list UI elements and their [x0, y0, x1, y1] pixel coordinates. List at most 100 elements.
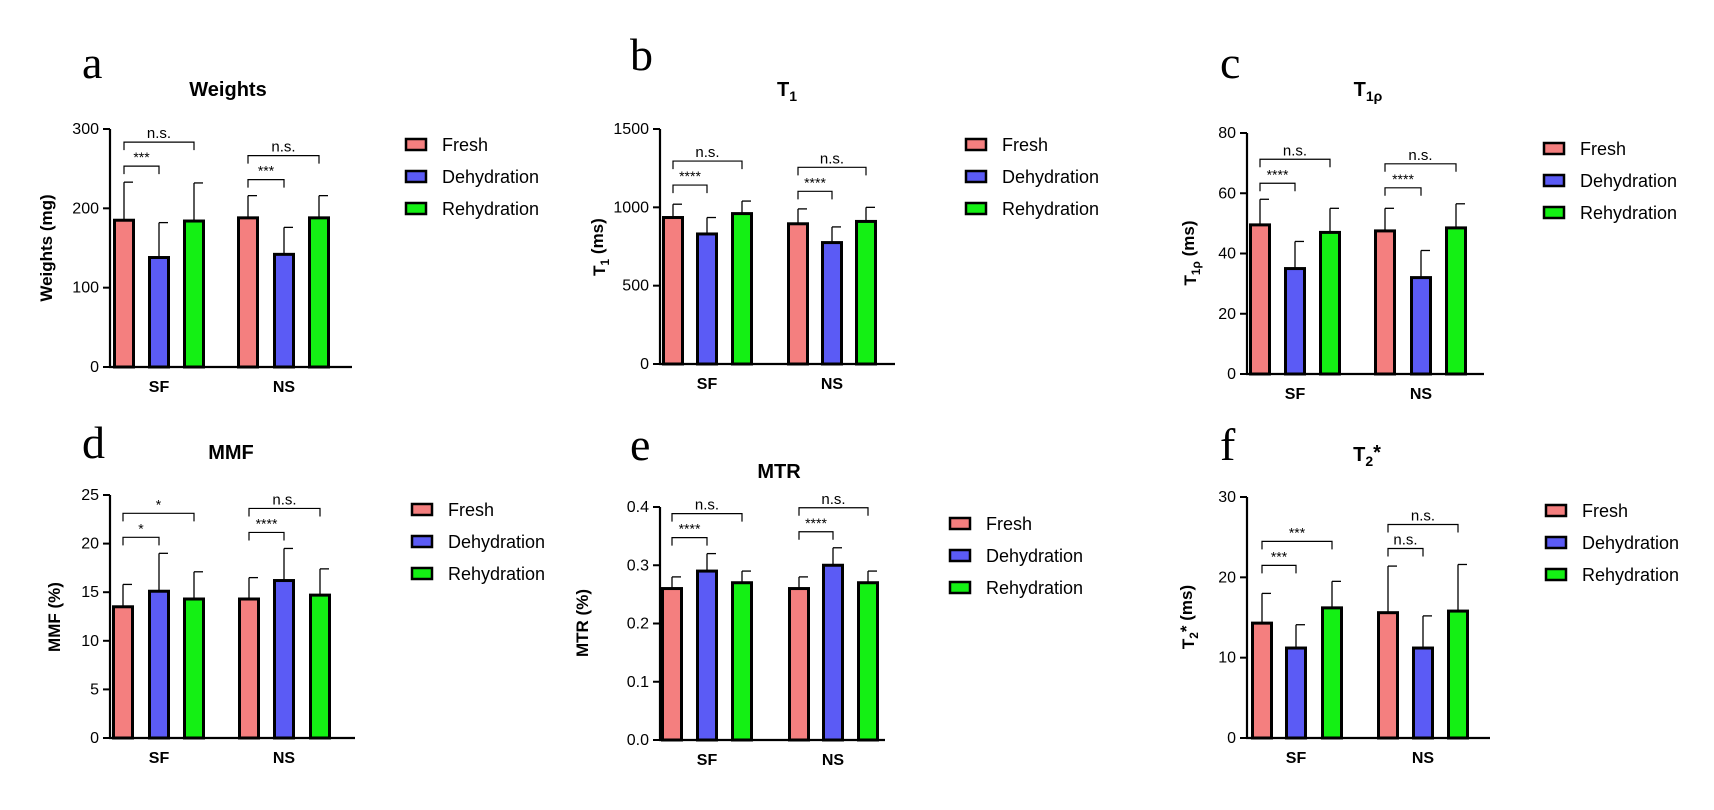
significance-label: n.s.: [695, 497, 719, 514]
significance-bracket: [671, 513, 743, 522]
significance-label: n.s.: [1283, 142, 1307, 159]
legend-label: Fresh: [986, 514, 1032, 534]
chart-title: MMF: [208, 442, 254, 464]
chart-title-part: T: [777, 79, 789, 101]
significance-bracket: [1384, 187, 1422, 196]
panel-a: a Weights Weights (mg) 0 100 200 300 SF *** n.s. N…: [37, 37, 539, 396]
significance-label: *: [156, 496, 162, 512]
significance-bracket: [798, 531, 834, 540]
bar-b-ns-dehydration: [821, 241, 843, 366]
chart-title-part: 1: [789, 88, 797, 104]
significance-label: n.s.: [821, 491, 845, 508]
legend: Fresh Dehydration Rehydration: [1544, 501, 1679, 585]
legend-swatch-dehydration: [404, 169, 428, 184]
legend: Fresh Dehydration Rehydration: [404, 135, 539, 219]
legend-swatch-rehydration: [404, 201, 428, 216]
chart-title: MTR: [757, 461, 801, 483]
y-tick-label: 15: [81, 584, 99, 601]
legend: Fresh Dehydration Rehydration: [964, 135, 1099, 219]
significance-label: ***: [133, 149, 150, 165]
y-axis-label-part: * (ms): [1177, 585, 1196, 632]
significance-label: ***: [258, 163, 275, 179]
significance-bracket: [123, 141, 195, 151]
y-tick-label: 40: [1218, 246, 1236, 263]
legend-label: Fresh: [1580, 139, 1626, 159]
x-category-label: NS: [1410, 386, 1433, 403]
y-tick-label: 0.1: [627, 674, 649, 691]
significance-label: ****: [1267, 166, 1289, 182]
significance-label: ***: [1271, 548, 1288, 564]
chart-title-part: 2: [1365, 453, 1373, 469]
significance-bracket: [1384, 163, 1457, 172]
y-tick-label: 25: [81, 487, 99, 504]
significance-bracket: [248, 531, 285, 541]
y-axis-label-part: T: [1181, 275, 1200, 286]
bar-d-sf-dehydration: [148, 589, 170, 740]
bar-e-ns-dehydration: [822, 563, 844, 742]
x-category-label: NS: [821, 376, 844, 393]
legend-label: Rehydration: [986, 578, 1083, 598]
legend-swatch-fresh: [948, 516, 972, 531]
bar-b-sf-dehydration: [696, 232, 718, 366]
legend-label: Rehydration: [1002, 199, 1099, 219]
bar-e-sf-rehydration: [731, 581, 753, 742]
x-category-label: NS: [822, 752, 845, 769]
y-tick-label: 20: [81, 536, 99, 553]
bar-c-sf-fresh: [1249, 223, 1271, 376]
significance-bracket: [247, 179, 285, 188]
significance-bracket: [672, 184, 708, 194]
y-axis-label: MMF (%): [45, 582, 64, 652]
legend: Fresh Dehydration Rehydration: [410, 500, 545, 584]
legend-swatch-dehydration: [1542, 173, 1566, 188]
legend-swatch-rehydration: [1542, 205, 1566, 220]
legend-swatch-dehydration: [1544, 535, 1568, 550]
significance-bracket: [123, 165, 160, 175]
y-tick-label: 10: [81, 633, 99, 650]
y-tick-label: 20: [1218, 569, 1236, 586]
x-category-label: SF: [697, 376, 718, 393]
y-tick-label: 0: [640, 356, 649, 373]
legend-label: Rehydration: [1582, 565, 1679, 585]
significance-label: ****: [679, 168, 701, 184]
y-tick-label: 100: [72, 280, 99, 297]
y-tick-label: 0.4: [627, 499, 649, 516]
y-axis-label: MTR (%): [573, 589, 592, 657]
y-axis-label: T2* (ms): [1177, 585, 1201, 649]
y-tick-label: 300: [72, 121, 99, 138]
significance-label: ****: [805, 515, 827, 531]
bar-c-sf-rehydration: [1319, 230, 1341, 376]
legend-swatch-dehydration: [948, 548, 972, 563]
legend-swatch-dehydration: [964, 169, 988, 184]
bar-c-sf-dehydration: [1284, 267, 1306, 376]
bar-a-ns-dehydration: [273, 252, 295, 369]
bar-f-sf-rehydration: [1321, 606, 1343, 740]
legend-swatch-dehydration: [410, 534, 434, 549]
legend-label: Fresh: [1002, 135, 1048, 155]
y-tick-label: 1500: [613, 121, 649, 138]
y-tick-label: 80: [1218, 125, 1236, 142]
y-tick-label: 500: [622, 278, 649, 295]
significance-label: n.s.: [271, 139, 295, 156]
significance-bracket: [248, 507, 321, 517]
legend-swatch-fresh: [410, 502, 434, 517]
bar-d-ns-rehydration: [309, 593, 331, 740]
legend-label: Dehydration: [1582, 533, 1679, 553]
chart-title-part: 1ρ: [1366, 88, 1383, 104]
x-category-label: SF: [697, 752, 718, 769]
panel-letter: d: [82, 417, 105, 468]
bar-d-sf-fresh: [112, 605, 134, 740]
significance-label: n.s.: [1408, 147, 1432, 164]
y-axis-label-part: (ms): [1179, 221, 1198, 262]
bar-f-sf-dehydration: [1285, 646, 1307, 740]
panel-letter: e: [630, 419, 650, 470]
y-tick-label: 200: [72, 200, 99, 217]
legend: Fresh Dehydration Rehydration: [1542, 139, 1677, 223]
bar-e-ns-fresh: [788, 587, 810, 742]
significance-bracket: [1387, 547, 1424, 557]
bar-c-ns-dehydration: [1410, 276, 1432, 376]
bar-a-ns-fresh: [237, 216, 259, 369]
bar-f-ns-rehydration: [1447, 609, 1469, 740]
